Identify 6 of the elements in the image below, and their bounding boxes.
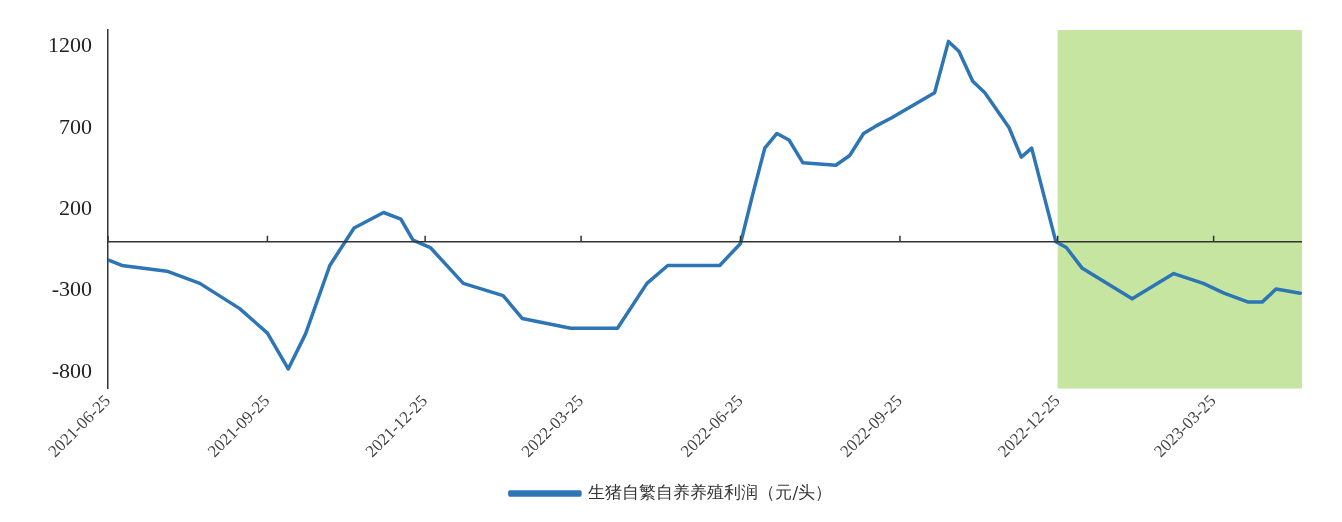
y-tick-label: -800 <box>51 357 92 383</box>
y-tick-label: 1200 <box>48 32 92 58</box>
y-tick-label: 700 <box>59 113 92 139</box>
legend-label: 生猪自繁自养养殖利润（元/头） <box>588 481 833 502</box>
y-tick-label: -300 <box>51 276 92 302</box>
y-tick-label: 200 <box>59 195 92 221</box>
